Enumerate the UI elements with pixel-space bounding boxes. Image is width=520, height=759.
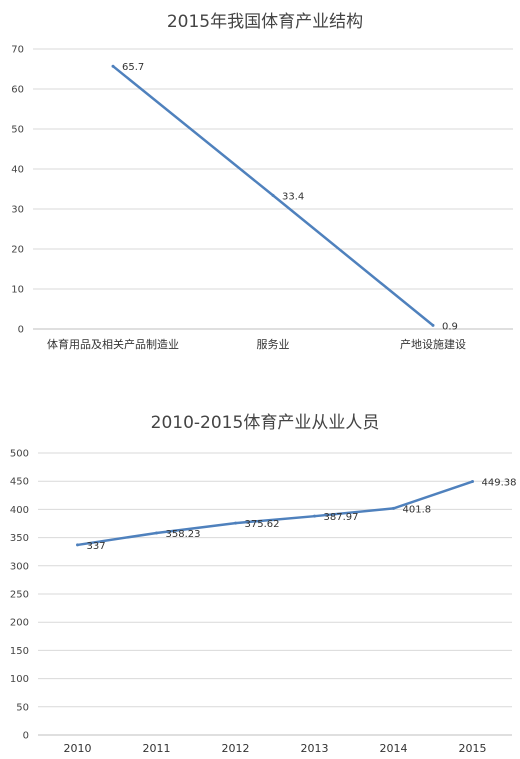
x-category-label: 2015	[459, 742, 487, 755]
y-tick-label: 400	[10, 505, 29, 516]
y-tick-label: 150	[10, 646, 29, 657]
data-label: 65.7	[122, 62, 144, 73]
data-point	[155, 531, 158, 535]
data-label: 401.8	[403, 504, 432, 515]
data-point	[431, 323, 435, 327]
y-tick-label: 0	[18, 325, 24, 336]
chart-title: 2015年我国体育产业结构	[167, 12, 363, 32]
x-category-label: 服务业	[257, 338, 290, 351]
y-tick-label: 100	[10, 674, 29, 685]
data-label: 387.97	[324, 512, 359, 523]
x-category-label: 2013	[301, 742, 329, 755]
y-tick-label: 10	[11, 285, 24, 296]
data-label: 449.38	[482, 478, 517, 489]
y-tick-label: 30	[11, 205, 24, 216]
structure-line-chart: 2015年我国体育产业结构 0 10 20 30 40 50 60 70 体育用品及相关产品制…	[11, 12, 513, 351]
y-tick-label: 350	[10, 533, 29, 544]
data-label: 337	[87, 541, 106, 552]
x-category-label: 2012	[222, 742, 250, 755]
y-tick-label: 20	[11, 245, 24, 256]
series-line	[77, 480, 473, 547]
data-point	[234, 521, 237, 525]
y-tick-label: 300	[10, 561, 29, 572]
y-tick-label: 60	[11, 85, 24, 96]
data-label: 33.4	[282, 191, 304, 202]
data-point	[76, 543, 79, 547]
data-label: 358.23	[166, 529, 201, 540]
chart-title: 2010-2015体育产业从业人员	[151, 413, 380, 433]
y-tick-label: 450	[10, 477, 29, 488]
chart-panel-employment: 2010-2015体育产业从业人员 0 50 100 150 200 250 300 350 4…	[0, 398, 520, 759]
data-point	[392, 506, 395, 510]
data-point	[271, 193, 275, 197]
x-category-label: 2010	[64, 742, 92, 755]
data-label: 0.9	[442, 321, 458, 332]
y-tick-label: 500	[10, 449, 29, 460]
x-category-label: 2014	[380, 742, 408, 755]
x-category-label: 体育用品及相关产品制造业	[47, 337, 179, 351]
x-category-label: 2011	[143, 742, 171, 755]
y-tick-label: 0	[23, 731, 29, 742]
y-tick-label: 70	[11, 45, 24, 56]
employment-line-chart: 2010-2015体育产业从业人员 0 50 100 150 200 250 300 350 4…	[10, 413, 517, 755]
y-tick-label: 50	[11, 125, 24, 136]
chart-panel-structure: 2015年我国体育产业结构 0 10 20 30 40 50 60 70 体育用品及相关产品制…	[0, 0, 520, 368]
x-category-label: 产地设施建设	[400, 337, 466, 351]
y-tick-label: 50	[16, 702, 29, 713]
data-point	[471, 480, 474, 484]
data-point	[111, 64, 115, 68]
y-tick-label: 200	[10, 618, 29, 629]
panel-separator	[0, 368, 520, 398]
y-tick-label: 40	[11, 165, 24, 176]
data-label: 375.62	[245, 519, 280, 530]
data-point	[313, 514, 316, 518]
y-tick-label: 250	[10, 590, 29, 601]
